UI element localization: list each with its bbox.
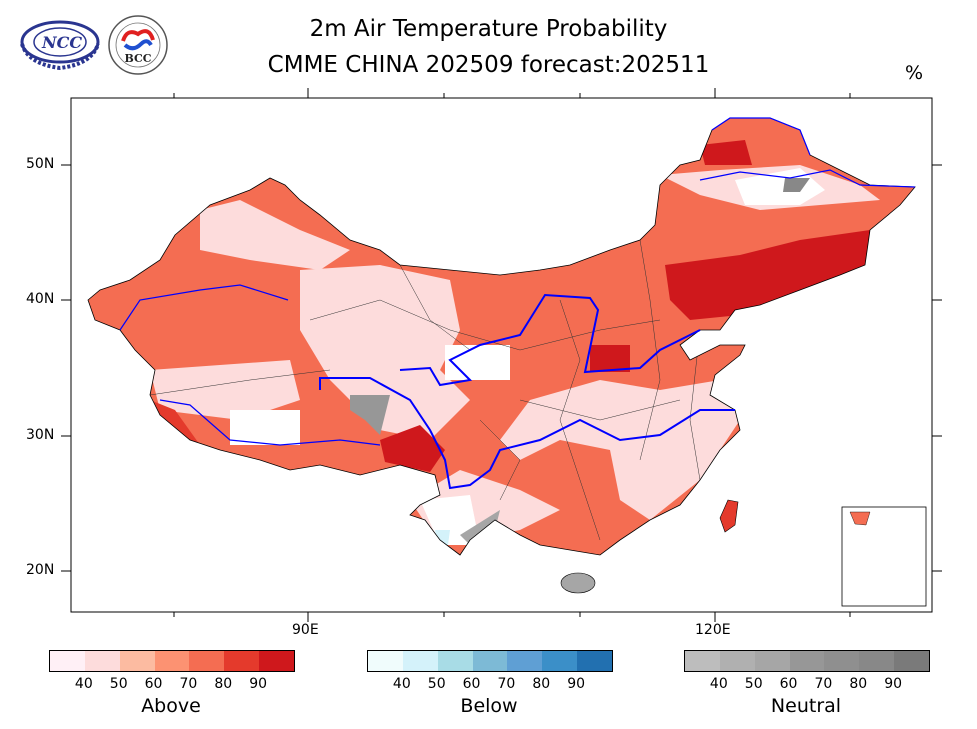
colorbar-title: Below (460, 695, 518, 717)
unit-label: % (905, 62, 924, 84)
colorbar-swatch (402, 651, 438, 671)
colorbar-neutral (684, 650, 930, 672)
colorbar-swatch (154, 651, 190, 671)
colorbar-swatch (368, 651, 403, 671)
colorbar-swatch (189, 651, 225, 671)
colorbar-tick-label: 90 (884, 676, 903, 692)
lat-label-50n: 50N (26, 156, 55, 172)
lat-label-40n: 40N (26, 291, 55, 307)
colorbar-swatch (894, 651, 930, 671)
colorbar-tick-label: 60 (144, 676, 163, 692)
colorbar-tick-label: 90 (567, 676, 586, 692)
rivers (119, 117, 916, 490)
colorbar-swatch (259, 651, 295, 671)
colorbar-tick-label: 50 (109, 676, 128, 692)
colorbar-tick-label: 90 (249, 676, 268, 692)
colorbar-swatch (84, 651, 120, 671)
svg-text:BCC: BCC (124, 52, 151, 65)
colorbar-above (49, 650, 295, 672)
colorbar-swatch (224, 651, 260, 671)
ncc-logo: NCC (20, 20, 100, 70)
colorbar-tick-label: 40 (74, 676, 93, 692)
lat-label-20n: 20N (26, 562, 55, 578)
colorbar-tick-label: 40 (709, 676, 728, 692)
hainan-island (560, 572, 596, 594)
probability-map (61, 88, 942, 622)
colorbar-swatch (507, 651, 543, 671)
colorbar-swatch (542, 651, 578, 671)
chart-subtitle: CMME CHINA 202509 forecast:202511 (267, 52, 710, 78)
colorbar-tick-label: 70 (179, 676, 198, 692)
colorbar-tick-label: 80 (532, 676, 551, 692)
province-borders (149, 239, 701, 541)
chart-title: 2m Air Temperature Probability (309, 16, 668, 42)
lat-label-30n: 30N (26, 427, 55, 443)
colorbar-swatch (577, 651, 613, 671)
colorbar-swatch (789, 651, 825, 671)
colorbar-swatch (119, 651, 155, 671)
colorbar-tick-label: 50 (427, 676, 446, 692)
colorbar-tick-label: 60 (779, 676, 798, 692)
colorbar-below (367, 650, 613, 672)
colorbar-tick-label: 50 (744, 676, 763, 692)
colorbar-tick-label: 70 (497, 676, 516, 692)
lon-label-120e: 120E (695, 622, 731, 638)
colorbar-tick-label: 60 (462, 676, 481, 692)
colorbar-title: Above (141, 695, 201, 717)
lon-label-90e: 90E (292, 622, 319, 638)
colorbar-swatch (685, 651, 720, 671)
colorbar-title: Neutral (770, 695, 842, 717)
colorbar-tick-label: 70 (814, 676, 833, 692)
colorbar-swatch (754, 651, 790, 671)
colorbar-tick-label: 40 (392, 676, 411, 692)
bcc-logo: BCC (108, 15, 168, 75)
colorbar-swatch (859, 651, 895, 671)
colorbar-swatch (719, 651, 755, 671)
colorbar-swatch (50, 651, 85, 671)
colorbar-swatch (824, 651, 860, 671)
colorbar-swatch (472, 651, 508, 671)
axis-ticks (61, 88, 942, 622)
svg-text:NCC: NCC (41, 33, 82, 52)
colorbar-tick-label: 80 (214, 676, 233, 692)
colorbar-swatch (437, 651, 473, 671)
taiwan-island (719, 499, 739, 533)
colorbar-tick-label: 80 (849, 676, 868, 692)
